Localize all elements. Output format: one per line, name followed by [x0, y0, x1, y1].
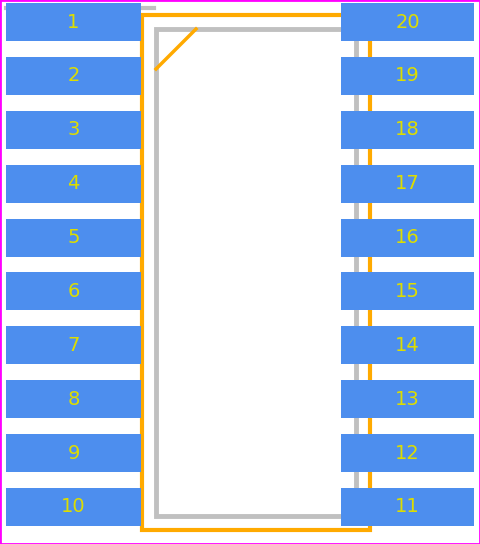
Bar — [341, 111, 474, 149]
Bar — [341, 380, 474, 418]
Bar — [341, 434, 474, 472]
Text: 8: 8 — [67, 390, 80, 409]
Text: 7: 7 — [67, 336, 80, 355]
Text: 6: 6 — [67, 282, 80, 301]
Text: 1: 1 — [67, 13, 80, 32]
Text: 10: 10 — [61, 498, 86, 516]
Bar — [156, 29, 356, 516]
Bar — [341, 219, 474, 257]
Bar — [341, 488, 474, 526]
Bar — [6, 273, 141, 311]
Text: 16: 16 — [395, 228, 420, 247]
Bar — [6, 380, 141, 418]
Text: 19: 19 — [395, 66, 420, 85]
Text: 12: 12 — [395, 443, 420, 462]
Bar — [6, 3, 141, 41]
Text: 9: 9 — [67, 443, 80, 462]
Bar — [6, 165, 141, 203]
Text: 20: 20 — [395, 13, 420, 32]
Text: 5: 5 — [67, 228, 80, 247]
Bar — [341, 165, 474, 203]
Text: 4: 4 — [67, 174, 80, 193]
Bar — [6, 326, 141, 364]
Text: 15: 15 — [395, 282, 420, 301]
Bar — [341, 273, 474, 311]
Text: 13: 13 — [395, 390, 420, 409]
Bar — [6, 488, 141, 526]
Bar — [6, 57, 141, 95]
Bar — [6, 434, 141, 472]
Bar — [341, 3, 474, 41]
Text: 18: 18 — [395, 120, 420, 139]
Text: 11: 11 — [395, 498, 420, 516]
Bar — [6, 219, 141, 257]
Text: 2: 2 — [67, 66, 80, 85]
Text: 14: 14 — [395, 336, 420, 355]
Bar — [142, 15, 370, 530]
Text: 17: 17 — [395, 174, 420, 193]
Bar — [6, 111, 141, 149]
Bar — [341, 326, 474, 364]
Bar — [341, 57, 474, 95]
Text: 3: 3 — [67, 120, 80, 139]
